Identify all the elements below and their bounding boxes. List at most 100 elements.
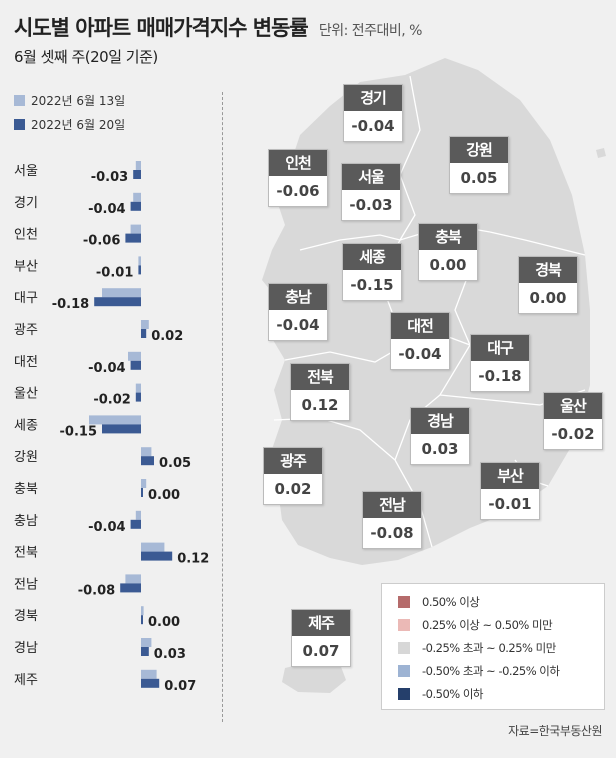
category-label: 경남: [14, 641, 38, 656]
region-box: 울산 -0.02: [543, 392, 603, 450]
value-label: -0.18: [52, 297, 89, 312]
map-legend-row: -0.25% 초과 ~ 0.25% 미만: [382, 636, 604, 659]
bar-curr-week: [141, 647, 149, 656]
bar-prev-week: [141, 320, 149, 329]
category-label: 충남: [14, 514, 38, 529]
legend-swatch-curr: [14, 119, 25, 130]
map-legend-row: -0.50% 초과 ~ -0.25% 이하: [382, 659, 604, 682]
region-name: 충북: [419, 224, 477, 250]
region-box: 제주 0.07: [291, 609, 351, 667]
bar-prev-week: [141, 479, 147, 488]
region-value: -0.04: [351, 117, 395, 135]
region-box: 충남 -0.04: [268, 283, 328, 341]
region-box: 전남 -0.08: [362, 491, 422, 549]
region-box: 경북 0.00: [518, 256, 578, 314]
bar-prev-week: [135, 383, 141, 393]
region-box: 서울 -0.03: [341, 163, 401, 221]
legend-swatch: [398, 641, 410, 654]
value-label: -0.03: [91, 170, 128, 185]
value-label: 0.05: [159, 456, 191, 471]
region-box: 세종 -0.15: [342, 243, 402, 301]
value-label: 0.12: [177, 552, 209, 567]
bar-curr-week: [141, 551, 173, 561]
legend-swatch: [398, 595, 410, 608]
value-label: 0.02: [151, 329, 183, 344]
value-label: -0.04: [88, 361, 125, 376]
value-label: -0.06: [83, 234, 120, 249]
region-box: 대구 -0.18: [470, 334, 530, 392]
region-value: 0.02: [274, 480, 312, 498]
bar-prev-week: [135, 161, 141, 170]
category-label: 전북: [14, 546, 38, 561]
category-label: 울산: [14, 387, 38, 402]
region-box: 대전 -0.04: [390, 312, 450, 370]
legend-swatch: [398, 687, 410, 700]
region-box: 경남 0.03: [410, 407, 470, 465]
map-jeju: [282, 660, 346, 693]
region-name: 경남: [411, 408, 469, 434]
bar-prev-week: [141, 669, 157, 679]
value-label: -0.04: [88, 520, 125, 535]
category-label: 경북: [14, 609, 38, 624]
bar-prev-week: [135, 510, 141, 520]
category-label: 부산: [14, 259, 38, 274]
bar-curr-week: [135, 392, 141, 402]
region-value: -0.06: [276, 182, 320, 200]
bar-curr-week: [120, 583, 141, 593]
region-value: -0.01: [488, 495, 532, 513]
region-value: 0.07: [302, 642, 340, 660]
bar-prev-week: [133, 192, 141, 202]
map-legend-label: -0.50% 이하: [422, 686, 484, 701]
map-legend-row: 0.50% 이상: [382, 590, 604, 613]
chart-subtitle: 6월 셋째 주(20일 기준): [14, 48, 158, 66]
legend-series-prev: 2022년 6월 13일: [14, 92, 125, 109]
region-name: 충남: [269, 284, 327, 310]
region-value: 0.05: [460, 169, 498, 187]
bar-prev-week: [102, 288, 141, 298]
region-name: 인천: [269, 150, 327, 176]
value-label: -0.15: [60, 424, 97, 439]
value-label: -0.02: [93, 393, 130, 408]
border-gangwon-gyeongbuk: [489, 231, 586, 256]
bar-curr-week: [141, 456, 154, 466]
value-label: 0.07: [164, 679, 196, 694]
divider: [222, 92, 223, 722]
region-value: -0.18: [478, 367, 522, 385]
source-note: 자료=한국부동산원: [508, 724, 602, 738]
bar-prev-week: [138, 256, 141, 266]
chart-title: 시도별 아파트 매매가격지수 변동률: [14, 16, 309, 40]
region-value: 0.12: [301, 396, 339, 414]
bar-prev-week: [141, 606, 144, 616]
bar-prev-week: [130, 224, 141, 234]
legend-label-prev: 2022년 6월 13일: [31, 94, 126, 108]
bar-curr-week: [130, 519, 141, 529]
region-value: -0.03: [349, 196, 393, 214]
bar-curr-week: [141, 488, 143, 497]
bar-curr-week: [102, 424, 141, 434]
bar-prev-week: [125, 574, 141, 584]
bar-curr-week: [141, 329, 147, 338]
bar-prev-week: [141, 542, 165, 552]
bar-curr-week: [94, 297, 141, 307]
region-name: 광주: [264, 448, 322, 474]
region-box: 강원 0.05: [449, 136, 509, 194]
category-label: 인천: [14, 228, 38, 243]
map-legend-label: 0.50% 이상: [422, 594, 480, 609]
region-name: 경북: [519, 257, 577, 283]
bar-curr-week: [130, 360, 141, 370]
category-label: 대전: [14, 355, 38, 370]
bar-curr-week: [141, 615, 143, 625]
bar-chart: 서울 -0.03 경기 -0.04 인천 -0.06 부산 -0.01 대구 -0.18 광주 0.0…: [14, 161, 209, 694]
legend-swatch: [398, 664, 410, 677]
value-label: 0.00: [148, 615, 180, 630]
unit-label: 단위: 전주대비, %: [318, 23, 423, 39]
region-name: 대전: [391, 313, 449, 339]
region-name: 제주: [292, 610, 350, 636]
region-value: -0.08: [370, 524, 414, 542]
category-label: 세종: [14, 418, 38, 433]
map-legend-label: 0.25% 이상 ~ 0.50% 미만: [422, 617, 553, 632]
category-label: 충북: [14, 482, 38, 497]
region-value: -0.15: [350, 276, 394, 294]
legend-label-curr: 2022년 6월 20일: [31, 118, 126, 132]
region-value: 0.03: [421, 440, 459, 458]
